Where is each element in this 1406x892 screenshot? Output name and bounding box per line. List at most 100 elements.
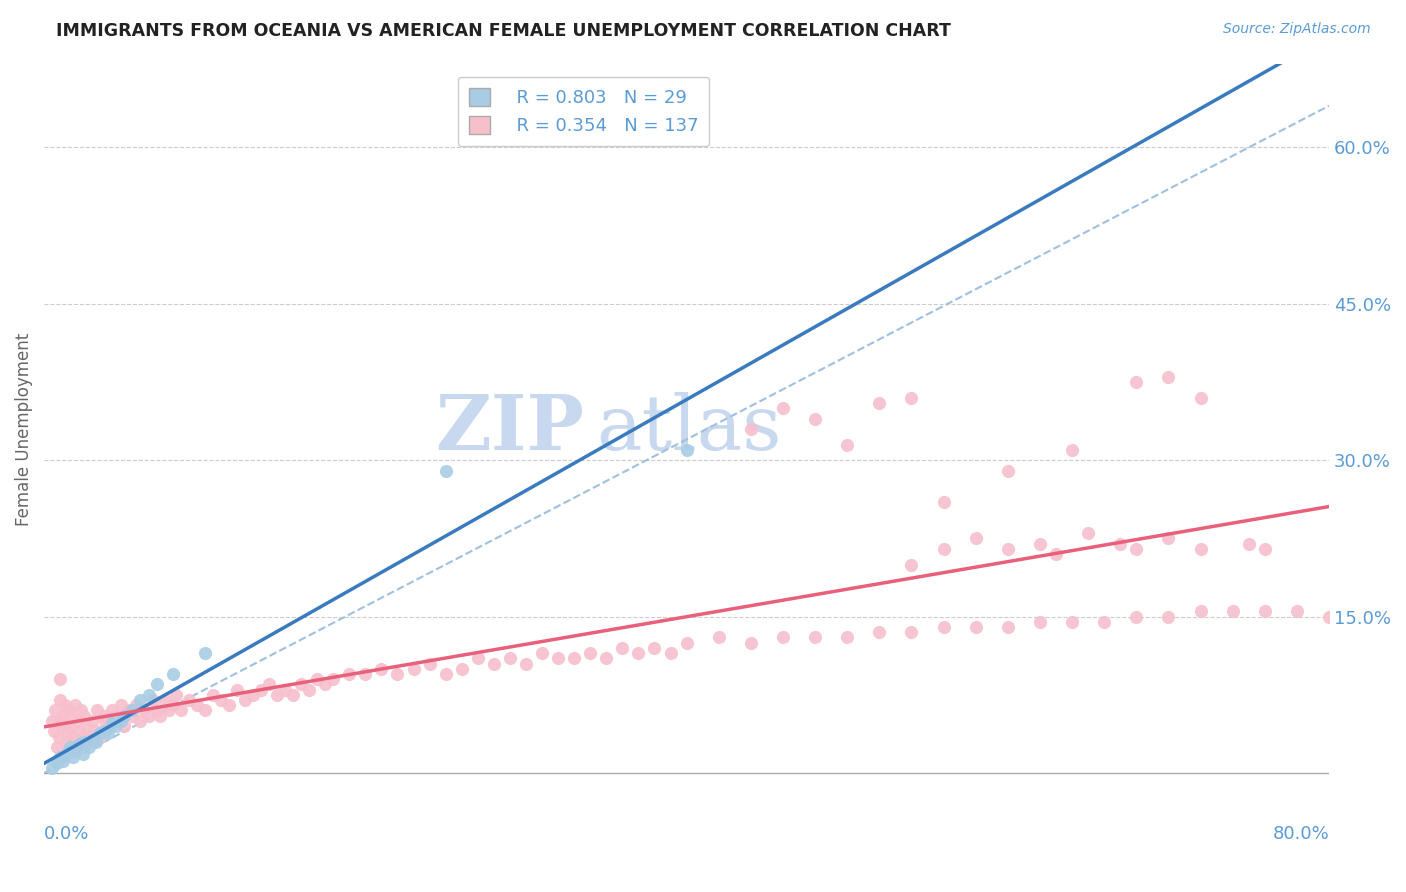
Point [242, 688, 264, 702]
Point [48, 730, 70, 744]
Point [402, 662, 425, 676]
Point [281, 688, 304, 702]
Point [337, 667, 360, 681]
Point [86, 703, 108, 717]
Point [675, 442, 697, 457]
Point [162, 698, 184, 713]
Point [105, 708, 128, 723]
Point [1029, 536, 1052, 550]
Point [579, 646, 602, 660]
Point [370, 662, 392, 676]
Point [804, 631, 827, 645]
Point [52, 754, 75, 768]
Point [740, 636, 762, 650]
Point [65, 743, 87, 757]
Point [419, 657, 441, 671]
Point [53, 698, 76, 713]
Point [868, 625, 890, 640]
Point [772, 631, 794, 645]
Point [138, 688, 160, 702]
Text: atlas: atlas [596, 392, 782, 466]
Point [932, 620, 955, 634]
Point [59, 719, 82, 733]
Point [58, 745, 80, 759]
Point [612, 640, 634, 655]
Point [49, 693, 72, 707]
Point [121, 708, 143, 723]
Point [1125, 375, 1147, 389]
Point [772, 401, 794, 416]
Point [1125, 541, 1147, 556]
Point [965, 532, 987, 546]
Point [837, 437, 859, 451]
Point [112, 708, 135, 723]
Point [62, 730, 84, 744]
Point [274, 682, 297, 697]
Point [1029, 615, 1052, 629]
Point [225, 682, 247, 697]
Point [49, 750, 72, 764]
Point [157, 703, 180, 717]
Point [51, 719, 73, 733]
Point [354, 667, 377, 681]
Point [60, 708, 83, 723]
Point [307, 672, 329, 686]
Text: ZIP: ZIP [434, 392, 583, 466]
Point [997, 541, 1019, 556]
Point [84, 735, 107, 749]
Point [450, 662, 472, 676]
Point [1189, 391, 1212, 405]
Point [145, 703, 167, 717]
Point [58, 735, 80, 749]
Point [1237, 536, 1260, 550]
Point [77, 739, 100, 754]
Point [627, 646, 650, 660]
Point [499, 651, 522, 665]
Point [740, 422, 762, 436]
Point [110, 698, 132, 713]
Point [194, 646, 217, 660]
Point [1157, 609, 1180, 624]
Point [1189, 604, 1212, 618]
Point [1285, 604, 1308, 618]
Y-axis label: Female Unemployment: Female Unemployment [15, 333, 32, 525]
Point [49, 714, 72, 728]
Point [41, 714, 63, 728]
Point [900, 391, 922, 405]
Point [63, 698, 86, 713]
Legend:   R = 0.803   N = 29,   R = 0.354   N = 137: R = 0.803 N = 29, R = 0.354 N = 137 [458, 77, 709, 146]
Point [659, 646, 682, 660]
Point [515, 657, 537, 671]
Point [997, 464, 1019, 478]
Point [467, 651, 489, 665]
Point [46, 739, 69, 754]
Point [1222, 604, 1244, 618]
Point [132, 703, 155, 717]
Point [233, 693, 256, 707]
Point [72, 747, 94, 762]
Point [62, 750, 84, 764]
Point [643, 640, 665, 655]
Point [201, 688, 224, 702]
Text: Source: ZipAtlas.com: Source: ZipAtlas.com [1223, 22, 1371, 37]
Point [94, 714, 117, 728]
Point [100, 703, 122, 717]
Point [124, 698, 146, 713]
Point [129, 714, 152, 728]
Point [69, 737, 91, 751]
Point [209, 693, 232, 707]
Point [266, 688, 288, 702]
Point [530, 646, 553, 660]
Point [218, 698, 240, 713]
Point [1060, 615, 1083, 629]
Point [89, 726, 111, 740]
Point [837, 631, 859, 645]
Point [1109, 536, 1132, 550]
Point [93, 708, 115, 723]
Point [547, 651, 569, 665]
Point [1092, 615, 1115, 629]
Point [314, 677, 336, 691]
Point [1045, 547, 1067, 561]
Point [52, 708, 75, 723]
Point [932, 495, 955, 509]
